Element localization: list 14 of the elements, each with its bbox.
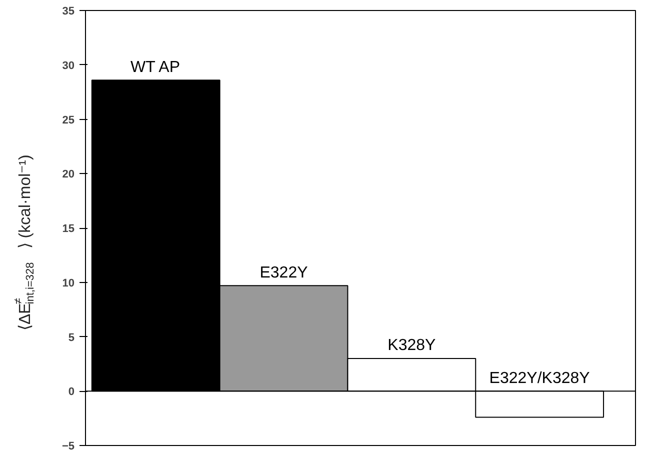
text: ⟨ΔE≠int,i=328⟩ (kcal·mol⁻¹) xyxy=(12,154,36,331)
y-tick-label: 10 xyxy=(62,277,75,290)
y-tick-label: 30 xyxy=(62,60,75,72)
y-tick-label: 35 xyxy=(62,6,75,18)
y-tick-label: 5 xyxy=(68,332,75,344)
y-tick-label: 25 xyxy=(62,114,75,126)
x-tick-label: WT AP xyxy=(130,58,180,76)
x-tick-label: E322Y/K328Y xyxy=(489,370,590,387)
x-tick-label: E322Y xyxy=(260,264,308,282)
y-tick-label: 15 xyxy=(62,223,75,235)
y-tick-label: 20 xyxy=(62,168,75,181)
y-tick-label: −5 xyxy=(62,440,75,452)
y-tick-label: 0 xyxy=(68,386,75,398)
x-tick-label: K328Y xyxy=(388,337,436,354)
